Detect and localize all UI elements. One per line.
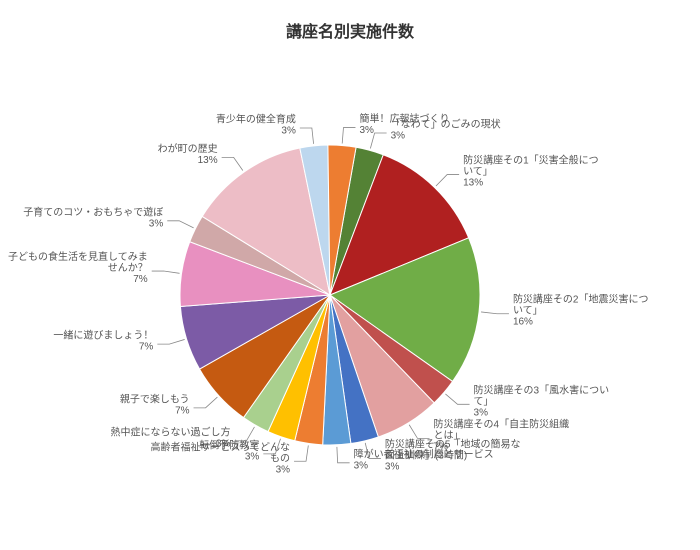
slice-label: 子育てのコツ・おもちゃで遊ぼ3% <box>23 205 163 229</box>
slice-label: 一緒に遊びましょう！7% <box>53 329 153 353</box>
slice-label: 障がい者福祉の制度とサービス3% <box>354 447 494 471</box>
slice-label: 親子で楽しもう7% <box>120 392 190 416</box>
slice-label: わが町の歴史13% <box>158 142 218 166</box>
leader-line <box>294 445 308 461</box>
slice-label: 防災講座その3「風水害について」3% <box>474 383 610 418</box>
leader-line <box>445 394 469 404</box>
leader-line <box>436 175 459 186</box>
leader-line <box>481 312 509 314</box>
leader-line <box>222 157 243 170</box>
slice-label: 青少年の健全育成3% <box>216 112 296 136</box>
leader-line <box>194 397 218 408</box>
leader-line <box>152 271 180 273</box>
leader-line <box>409 425 429 439</box>
chart-stage: 講座名別実施件数 「なわて」のごみの現状3%防災講座その1「災害全般について」1… <box>0 0 700 550</box>
slice-label: 防災講座その1「災害全般について」13% <box>463 154 599 189</box>
leader-line <box>300 128 314 144</box>
leader-line <box>157 339 184 344</box>
slice-label: 防災講座その2「地震災害について」16% <box>513 293 649 328</box>
leader-line <box>167 221 193 228</box>
slice-label: 子どもの食生活を見直してみませんか？7% <box>8 250 148 285</box>
leader-line <box>235 427 255 441</box>
leader-line <box>342 128 355 144</box>
leader-line <box>337 447 350 463</box>
pie-chart: 「なわて」のごみの現状3%防災講座その1「災害全般について」13%防災講座その2… <box>0 0 700 550</box>
